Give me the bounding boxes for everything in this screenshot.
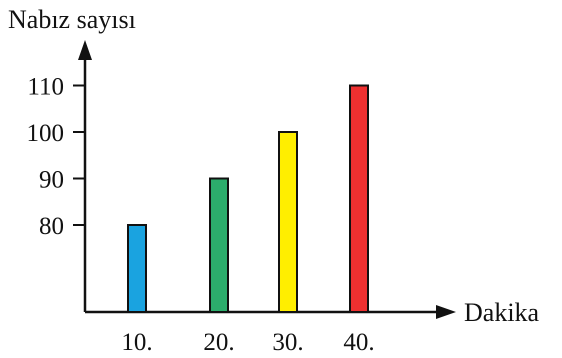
bar-2 bbox=[278, 131, 298, 313]
x-axis-title: Dakika bbox=[464, 298, 540, 327]
x-tick-label: 40. bbox=[343, 329, 374, 356]
x-tick-label: 30. bbox=[272, 329, 303, 356]
x-axis-arrow bbox=[436, 305, 456, 319]
x-tick-label: 20. bbox=[203, 329, 234, 356]
y-axis-arrow bbox=[78, 40, 92, 60]
y-tick-label: 100 bbox=[27, 120, 65, 147]
y-tick-label: 80 bbox=[39, 213, 64, 240]
x-tick-labels: 10. 20. 30. 40. bbox=[121, 329, 374, 356]
bar-3 bbox=[349, 84, 369, 313]
y-tick-label: 110 bbox=[27, 74, 64, 101]
y-axis-title: Nabız sayısı bbox=[8, 5, 136, 34]
bar-0 bbox=[127, 224, 147, 313]
bar-1 bbox=[209, 177, 229, 313]
y-ticks: 80 90 100 110 bbox=[27, 74, 85, 240]
y-tick-label: 90 bbox=[39, 167, 64, 194]
bars bbox=[127, 84, 369, 313]
x-tick-label: 10. bbox=[121, 329, 152, 356]
